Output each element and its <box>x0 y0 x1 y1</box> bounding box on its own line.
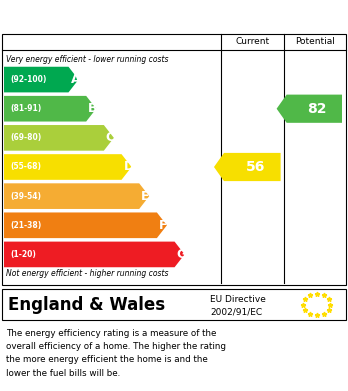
Text: (69-80): (69-80) <box>10 133 41 142</box>
Text: (39-54): (39-54) <box>10 192 41 201</box>
Text: EU Directive: EU Directive <box>210 296 266 305</box>
Text: 56: 56 <box>246 160 265 174</box>
Text: G: G <box>176 248 187 261</box>
Polygon shape <box>277 95 342 123</box>
Polygon shape <box>4 125 114 151</box>
Text: 2002/91/EC: 2002/91/EC <box>210 307 262 316</box>
Text: 82: 82 <box>308 102 327 116</box>
Text: F: F <box>159 219 167 232</box>
Polygon shape <box>4 154 132 180</box>
Text: Energy Efficiency Rating: Energy Efficiency Rating <box>10 9 232 23</box>
Polygon shape <box>4 67 79 92</box>
Text: D: D <box>124 160 134 174</box>
Text: Very energy efficient - lower running costs: Very energy efficient - lower running co… <box>6 56 168 65</box>
Text: E: E <box>141 190 150 203</box>
Text: (92-100): (92-100) <box>10 75 46 84</box>
Text: (81-91): (81-91) <box>10 104 41 113</box>
Text: C: C <box>106 131 115 144</box>
Polygon shape <box>4 242 184 267</box>
Polygon shape <box>214 153 280 181</box>
Polygon shape <box>4 212 167 238</box>
Text: The energy efficiency rating is a measure of the
overall efficiency of a home. T: The energy efficiency rating is a measur… <box>6 329 226 378</box>
Text: Not energy efficient - higher running costs: Not energy efficient - higher running co… <box>6 269 168 278</box>
Text: Potential: Potential <box>295 36 335 45</box>
Text: (21-38): (21-38) <box>10 221 41 230</box>
Text: (1-20): (1-20) <box>10 250 36 259</box>
Text: A: A <box>71 73 80 86</box>
Text: Current: Current <box>235 36 269 45</box>
Text: England & Wales: England & Wales <box>8 296 165 314</box>
Text: B: B <box>88 102 98 115</box>
Polygon shape <box>4 96 96 122</box>
Polygon shape <box>4 183 149 209</box>
Bar <box>2 289 346 320</box>
Text: (55-68): (55-68) <box>10 163 41 172</box>
